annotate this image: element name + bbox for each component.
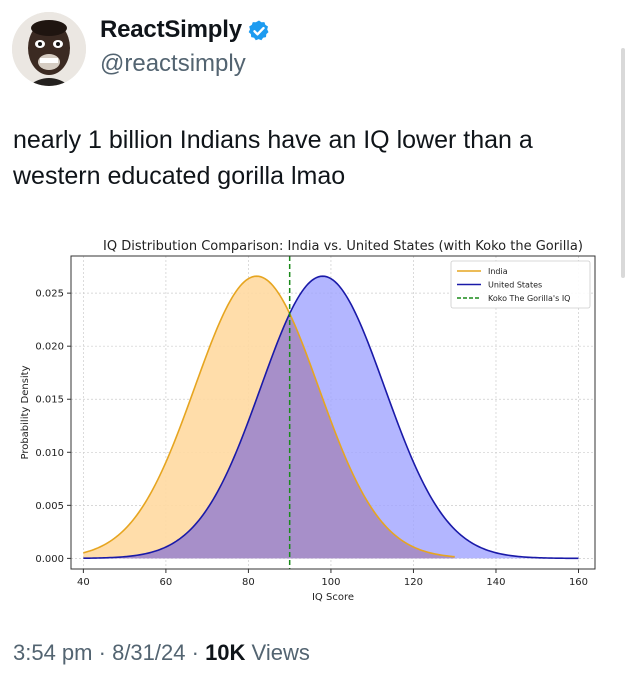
x-tick-label: 40	[77, 577, 90, 588]
x-tick-label: 120	[404, 577, 423, 588]
views-count: 10K	[205, 640, 246, 665]
tweet-time[interactable]: 3:54 pm	[13, 640, 93, 665]
chart-title: IQ Distribution Comparison: India vs. Un…	[103, 239, 583, 254]
meta-separator: ·	[191, 640, 199, 665]
plot-frame	[70, 255, 596, 570]
tweet-text: nearly 1 billion Indians have an IQ lowe…	[13, 126, 533, 190]
y-tick-label: 0.000	[35, 554, 64, 565]
y-axis-label: Probability Density	[20, 365, 31, 459]
legend-united-states-label: United States	[488, 281, 542, 290]
x-tick-label: 160	[569, 577, 588, 588]
iq-distribution-chart: 40 60 80 100 120 140 160 0.000 0.005 0.010 0.015 0.…	[13, 228, 618, 605]
verified-badge-icon	[248, 20, 269, 41]
y-tick-label: 0.020	[35, 342, 64, 353]
united-states-line	[83, 275, 579, 560]
user-handle[interactable]: @reactsimply	[100, 50, 246, 77]
tweet-meta: 3:54 pm · 8/31/24 · 10K Views	[13, 640, 310, 666]
scrollbar[interactable]	[621, 48, 625, 278]
y-tick-label: 0.025	[35, 289, 64, 300]
x-tick-label: 80	[242, 577, 255, 588]
avatar[interactable]	[12, 12, 86, 86]
overlap-area	[83, 313, 455, 559]
display-name[interactable]: ReactSimply	[100, 16, 242, 43]
views-label: Views	[251, 640, 310, 665]
india-line	[83, 275, 455, 558]
united-states-area	[83, 276, 579, 559]
x-tick-label: 100	[321, 577, 340, 588]
legend-india-label: India	[488, 267, 508, 276]
meta-separator: ·	[98, 640, 106, 665]
y-tick-label: 0.015	[35, 395, 64, 406]
y-tick-label: 0.010	[35, 448, 64, 459]
x-tick-label: 140	[486, 577, 505, 588]
tweet-date[interactable]: 8/31/24	[112, 640, 186, 665]
y-tick-label: 0.005	[35, 501, 64, 512]
x-axis-label: IQ Score	[312, 592, 354, 603]
legend-box	[450, 260, 591, 309]
x-tick-label: 60	[160, 577, 173, 588]
person-avatar-icon	[12, 12, 86, 86]
legend-koko-label: Koko The Gorilla's IQ	[488, 294, 570, 303]
